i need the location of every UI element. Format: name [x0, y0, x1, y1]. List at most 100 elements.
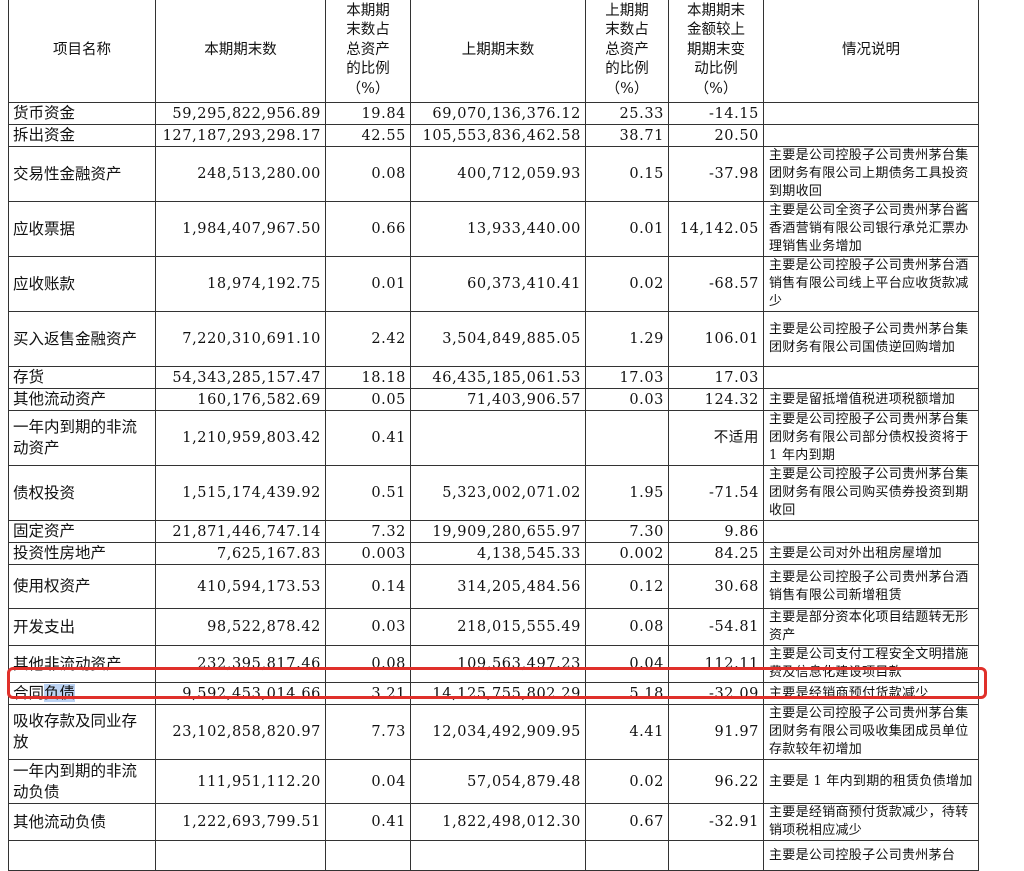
- current-pct: 42.55: [325, 124, 411, 147]
- note: 主要是公司支付工程安全文明措施费及信息化建设项目款: [763, 645, 979, 683]
- note: [763, 520, 979, 543]
- change-pct: -37.98: [668, 146, 764, 202]
- note: 主要是公司全资子公司贵州茅台酱香酒营销有限公司银行承兑汇票办理销售业务增加: [763, 201, 979, 257]
- note: 主要是公司控股子公司贵州茅台集团财务有限公司吸收集团成员单位存款较年初增加: [763, 704, 979, 760]
- header-note: 情况说明: [763, 0, 979, 103]
- header-prior-pct: 上期期 末数占 总资产 的比例 （%）: [585, 0, 669, 103]
- table-row: 债权投资 1,515,174,439.92 0.51 5,323,002,071.02…: [8, 465, 979, 521]
- prior-value: 3,504,849,885.05: [410, 311, 586, 367]
- prior-pct: 1.29: [585, 311, 669, 367]
- prior-pct: 0.04: [585, 645, 669, 683]
- prior-pct: 0.01: [585, 201, 669, 257]
- table-row: 其他流动负债 1,222,693,799.51 0.41 1,822,498,012.…: [8, 803, 979, 841]
- note: 主要是 1 年内到期的租赁负债增加: [763, 759, 979, 804]
- table-row: 投资性房地产 7,625,167.83 0.003 4,138,545.33 0.002…: [8, 542, 979, 565]
- table-row: 应收账款 18,974,192.75 0.01 60,373,410.41 0.02 -6…: [8, 256, 979, 312]
- current-pct: 0.01: [325, 256, 411, 312]
- prior-value: 71,403,906.57: [410, 388, 586, 411]
- prior-value: 314,205,484.56: [410, 564, 586, 609]
- change-pct: -68.57: [668, 256, 764, 312]
- current-value: 59,295,822,956.89: [155, 102, 326, 125]
- table-row: 一年内到期的非流动负债 111,951,112.20 0.04 57,054,879.…: [8, 759, 979, 804]
- note: 主要是公司控股子公司贵州茅台: [763, 840, 979, 871]
- change-pct: 9.86: [668, 520, 764, 543]
- note: 主要是公司控股子公司贵州茅台集团财务有限公司国债逆回购增加: [763, 311, 979, 367]
- item-name: 拆出资金: [8, 124, 156, 147]
- header-current-pct: 本期期 末数占 总资产 的比例 （%）: [325, 0, 411, 103]
- current-value: [155, 840, 326, 871]
- current-value: 98,522,878.42: [155, 608, 326, 646]
- prior-pct: [585, 840, 669, 871]
- current-pct: 0.51: [325, 465, 411, 521]
- table-row: 应收票据 1,984,407,967.50 0.66 13,933,440.00 0.0…: [8, 201, 979, 257]
- item-name: 买入返售金融资产: [8, 311, 156, 367]
- prior-value: 400,712,059.93: [410, 146, 586, 202]
- change-pct: 30.68: [668, 564, 764, 609]
- item-name: 一年内到期的非流动负债: [8, 759, 156, 804]
- change-pct: 17.03: [668, 366, 764, 389]
- prior-value: 13,933,440.00: [410, 201, 586, 257]
- header-row: 项目名称 本期期末数 本期期 末数占 总资产 的比例 （%） 上期期末数 上期期 末数占总…: [8, 0, 979, 103]
- note: 主要是公司控股子公司贵州茅台酒销售有限公司线上平台应收货款减少: [763, 256, 979, 312]
- current-value: 7,625,167.83: [155, 542, 326, 565]
- current-value: 160,176,582.69: [155, 388, 326, 411]
- table-row: 货币资金 59,295,822,956.89 19.84 69,070,136,376…: [8, 102, 979, 125]
- change-pct: 96.22: [668, 759, 764, 804]
- current-pct: [325, 840, 411, 871]
- header-item-name: 项目名称: [8, 0, 156, 103]
- item-name: 投资性房地产: [8, 542, 156, 565]
- item-name: 债权投资: [8, 465, 156, 521]
- current-value: 1,222,693,799.51: [155, 803, 326, 841]
- change-pct: -32.91: [668, 803, 764, 841]
- item-name-with-selected-text[interactable]: 合同负债: [13, 684, 76, 702]
- table-row: 固定资产 21,871,446,747.14 7.32 19,909,280,655.…: [8, 520, 979, 543]
- prior-value: 4,138,545.33: [410, 542, 586, 565]
- prior-pct: 0.002: [585, 542, 669, 565]
- item-name: 一年内到期的非流动资产: [8, 410, 156, 466]
- note: 主要是留抵增值税进项税额增加: [763, 388, 979, 411]
- current-pct: 0.41: [325, 410, 411, 466]
- prior-value: 57,054,879.48: [410, 759, 586, 804]
- prior-value: 60,373,410.41: [410, 256, 586, 312]
- current-value: 9,592,453,014.66: [155, 682, 326, 705]
- prior-value: [410, 840, 586, 871]
- prior-pct: 5.18: [585, 682, 669, 705]
- table-row: 开发支出 98,522,878.42 0.03 218,015,555.49 0.08-…: [8, 608, 979, 646]
- current-pct: 0.05: [325, 388, 411, 411]
- prior-pct: 4.41: [585, 704, 669, 760]
- prior-pct: 1.95: [585, 465, 669, 521]
- item-name: 合同负债: [8, 682, 156, 705]
- note: 主要是公司控股子公司贵州茅台酒销售有限公司新增租赁: [763, 564, 979, 609]
- change-pct: -14.15: [668, 102, 764, 125]
- prior-value: 105,553,836,462.58: [410, 124, 586, 147]
- item-name: 固定资产: [8, 520, 156, 543]
- note: 主要是经销商预付货款减少: [763, 682, 979, 705]
- note: 主要是公司控股子公司贵州茅台集团财务有限公司购买债券投资到期收回: [763, 465, 979, 521]
- current-value: 21,871,446,747.14: [155, 520, 326, 543]
- note: [763, 102, 979, 125]
- note: 主要是公司控股子公司贵州茅台集团财务有限公司部分债权投资将于 1 年内到期: [763, 410, 979, 466]
- current-pct: 0.66: [325, 201, 411, 257]
- change-pct: 不适用: [668, 410, 764, 466]
- current-pct: 0.04: [325, 759, 411, 804]
- prior-value: 5,323,002,071.02: [410, 465, 586, 521]
- prior-value: 19,909,280,655.97: [410, 520, 586, 543]
- header-change: 本期期末 金额较上 期期末变 动比例 （%）: [668, 0, 764, 103]
- item-name: 交易性金融资产: [8, 146, 156, 202]
- current-value: 1,984,407,967.50: [155, 201, 326, 257]
- prior-pct: [585, 410, 669, 466]
- note: [763, 366, 979, 389]
- prior-value: 69,070,136,376.12: [410, 102, 586, 125]
- current-pct: 0.41: [325, 803, 411, 841]
- current-pct: 19.84: [325, 102, 411, 125]
- current-pct: 0.08: [325, 146, 411, 202]
- item-name: 其他非流动资产: [8, 645, 156, 683]
- item-name: 其他流动负债: [8, 803, 156, 841]
- item-name: 货币资金: [8, 102, 156, 125]
- note: [763, 124, 979, 147]
- current-pct: 7.32: [325, 520, 411, 543]
- current-pct: 18.18: [325, 366, 411, 389]
- prior-value: 218,015,555.49: [410, 608, 586, 646]
- prior-pct: 0.67: [585, 803, 669, 841]
- change-pct: 20.50: [668, 124, 764, 147]
